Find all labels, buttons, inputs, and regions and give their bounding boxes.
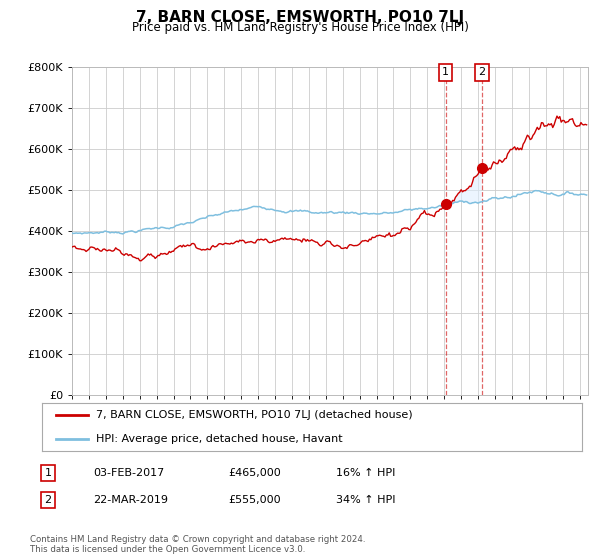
Text: 1: 1 bbox=[44, 468, 52, 478]
Text: 16% ↑ HPI: 16% ↑ HPI bbox=[336, 468, 395, 478]
Text: £465,000: £465,000 bbox=[228, 468, 281, 478]
Text: 03-FEB-2017: 03-FEB-2017 bbox=[93, 468, 164, 478]
Text: £555,000: £555,000 bbox=[228, 495, 281, 505]
Text: HPI: Average price, detached house, Havant: HPI: Average price, detached house, Hava… bbox=[96, 434, 343, 444]
Text: 34% ↑ HPI: 34% ↑ HPI bbox=[336, 495, 395, 505]
Text: 2: 2 bbox=[44, 495, 52, 505]
Text: Contains HM Land Registry data © Crown copyright and database right 2024.
This d: Contains HM Land Registry data © Crown c… bbox=[30, 535, 365, 554]
Text: 2: 2 bbox=[478, 67, 485, 77]
Text: 1: 1 bbox=[442, 67, 449, 77]
Text: 7, BARN CLOSE, EMSWORTH, PO10 7LJ (detached house): 7, BARN CLOSE, EMSWORTH, PO10 7LJ (detac… bbox=[96, 410, 413, 420]
Text: Price paid vs. HM Land Registry's House Price Index (HPI): Price paid vs. HM Land Registry's House … bbox=[131, 21, 469, 34]
Text: 7, BARN CLOSE, EMSWORTH, PO10 7LJ: 7, BARN CLOSE, EMSWORTH, PO10 7LJ bbox=[136, 10, 464, 25]
Text: 22-MAR-2019: 22-MAR-2019 bbox=[93, 495, 168, 505]
